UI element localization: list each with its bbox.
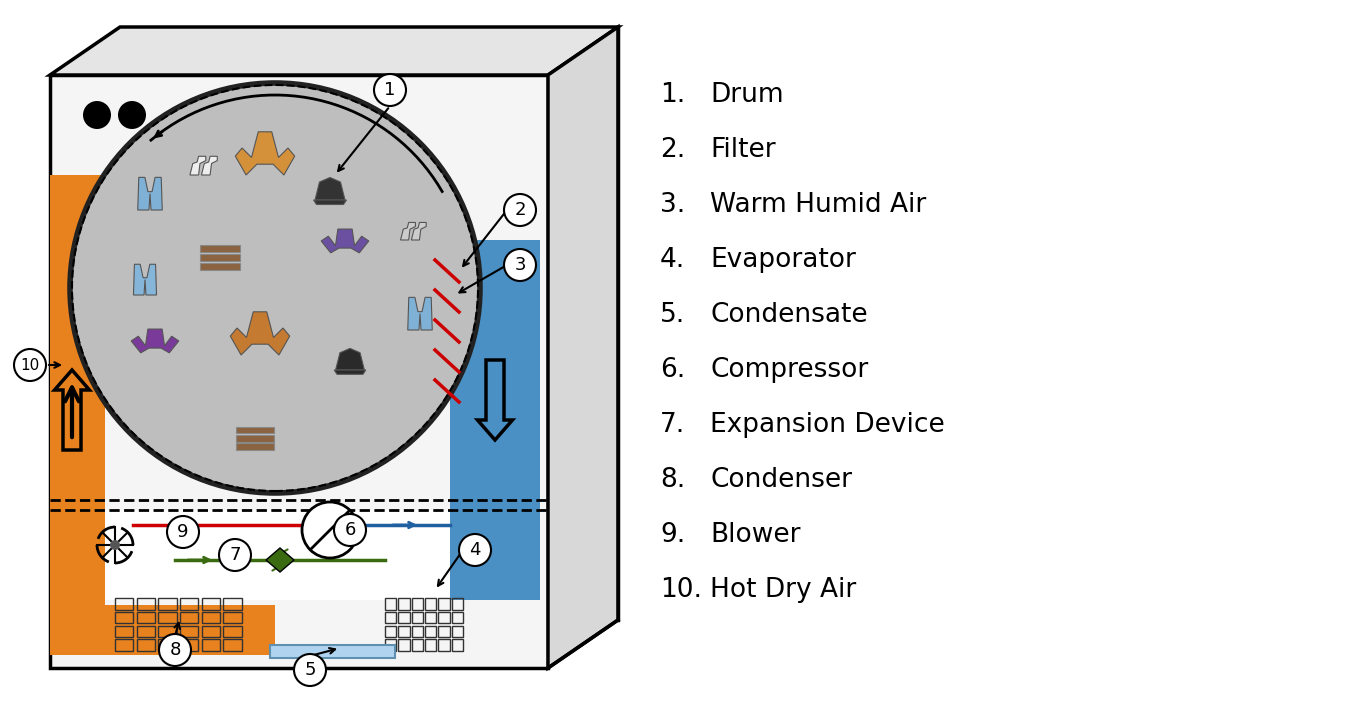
Text: 9.: 9. (660, 522, 686, 548)
Circle shape (302, 502, 358, 558)
Polygon shape (336, 349, 364, 370)
Text: 9: 9 (177, 523, 189, 541)
Polygon shape (200, 263, 240, 270)
Circle shape (159, 634, 190, 666)
Text: Evaporator: Evaporator (710, 247, 856, 273)
Text: Compressor: Compressor (710, 357, 868, 383)
Circle shape (504, 249, 536, 281)
Text: 1.: 1. (660, 82, 686, 108)
Text: 1: 1 (385, 81, 396, 99)
Polygon shape (50, 605, 275, 655)
Polygon shape (190, 156, 205, 175)
Text: 7.: 7. (660, 412, 686, 438)
Polygon shape (236, 435, 274, 442)
Polygon shape (412, 222, 427, 240)
Text: Warm Humid Air: Warm Humid Air (710, 192, 926, 218)
Text: 5: 5 (304, 661, 316, 679)
Circle shape (117, 101, 146, 129)
Text: Drum: Drum (710, 82, 783, 108)
Text: Condenser: Condenser (710, 467, 852, 493)
Circle shape (219, 539, 251, 571)
Polygon shape (231, 312, 290, 355)
Text: 10.: 10. (660, 577, 702, 603)
Polygon shape (315, 178, 346, 200)
Text: Expansion Device: Expansion Device (710, 412, 945, 438)
Text: 6: 6 (344, 521, 355, 539)
Text: Hot Dry Air: Hot Dry Air (710, 577, 856, 603)
Circle shape (82, 101, 111, 129)
Text: 8: 8 (169, 641, 181, 659)
Circle shape (374, 74, 406, 106)
Polygon shape (235, 132, 294, 175)
Text: 10: 10 (20, 358, 39, 373)
Circle shape (294, 654, 325, 686)
Polygon shape (138, 178, 162, 210)
Polygon shape (131, 329, 178, 353)
Text: 3: 3 (514, 256, 525, 274)
Polygon shape (270, 645, 396, 658)
Text: 4.: 4. (660, 247, 686, 273)
Text: Filter: Filter (710, 137, 776, 163)
Polygon shape (408, 297, 432, 330)
Polygon shape (201, 156, 217, 175)
Circle shape (14, 349, 46, 381)
Text: 8.: 8. (660, 467, 686, 493)
Polygon shape (50, 75, 548, 668)
Text: 3.: 3. (660, 192, 686, 218)
Polygon shape (313, 200, 347, 204)
Text: 2: 2 (514, 201, 525, 219)
Polygon shape (134, 264, 157, 295)
Polygon shape (236, 427, 274, 433)
Polygon shape (275, 545, 540, 600)
Polygon shape (200, 254, 240, 261)
Polygon shape (450, 240, 540, 600)
Text: 7: 7 (230, 546, 240, 564)
Circle shape (70, 83, 481, 493)
Polygon shape (50, 27, 618, 75)
Polygon shape (50, 175, 105, 655)
Circle shape (504, 194, 536, 226)
Text: 5.: 5. (660, 302, 686, 328)
Polygon shape (200, 245, 240, 252)
Text: 2.: 2. (660, 137, 686, 163)
Circle shape (109, 540, 120, 550)
Polygon shape (335, 370, 366, 374)
Circle shape (333, 514, 366, 546)
Polygon shape (105, 510, 450, 600)
Text: Blower: Blower (710, 522, 801, 548)
Text: 4: 4 (470, 541, 481, 559)
Polygon shape (548, 27, 618, 668)
Text: Condensate: Condensate (710, 302, 868, 328)
Polygon shape (401, 222, 416, 240)
Polygon shape (236, 443, 274, 450)
Circle shape (167, 516, 198, 548)
Text: 6.: 6. (660, 357, 686, 383)
Polygon shape (321, 229, 369, 253)
Polygon shape (266, 548, 294, 572)
Circle shape (459, 534, 491, 566)
